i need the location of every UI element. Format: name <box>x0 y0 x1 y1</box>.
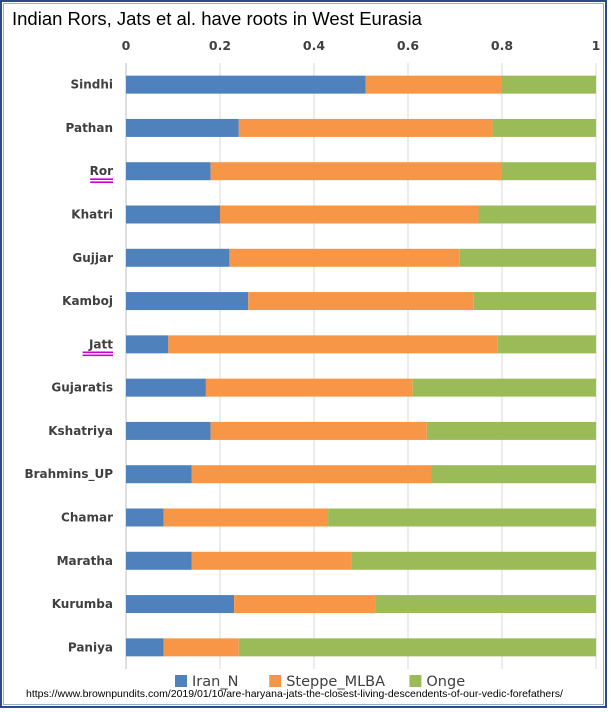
bar-segment <box>126 465 192 484</box>
category-label: Kurumba <box>52 597 113 611</box>
bar-segment <box>163 508 329 527</box>
x-tick-label: 0.6 <box>397 38 419 53</box>
x-tick-label: 1 <box>592 38 601 53</box>
legend-label: Steppe_MLBA <box>286 674 385 690</box>
category-label: Gujjar <box>72 251 113 265</box>
bar-segment <box>238 638 597 657</box>
category-label: Maratha <box>57 554 113 568</box>
bar-segment <box>191 551 352 570</box>
bar-segment <box>248 292 474 311</box>
bar-segment <box>126 551 192 570</box>
category-label: Chamar <box>61 511 113 525</box>
category-label: Gujaratis <box>51 381 113 395</box>
bar-segment <box>375 595 596 614</box>
category-label: Brahmins_UP <box>24 467 113 482</box>
legend-swatch <box>269 675 282 687</box>
x-tick-label: 0.8 <box>491 38 513 53</box>
bar-segment <box>126 508 164 527</box>
bar-segment <box>328 508 596 527</box>
bar-segment <box>497 335 596 354</box>
bar-segment <box>431 465 596 484</box>
legend-label: Onge <box>426 674 465 690</box>
bar-segment <box>238 118 493 137</box>
legend-swatch <box>175 675 187 687</box>
bar-segment <box>126 248 230 267</box>
bar-segment <box>168 335 498 354</box>
bar-segment <box>234 595 376 614</box>
bar-segment <box>126 205 220 224</box>
bar-segment <box>126 75 366 94</box>
category-label: Kshatriya <box>48 424 113 438</box>
bar-segment <box>473 292 596 311</box>
bar-segment <box>126 595 235 614</box>
bar-segment <box>126 378 206 397</box>
bar-segment <box>126 638 164 657</box>
x-tick-label: 0.2 <box>209 38 231 53</box>
bar-segment <box>210 162 502 181</box>
chart-title: Indian Rors, Jats et al. have roots in W… <box>12 8 422 29</box>
category-label: Jatt <box>88 337 113 351</box>
bar-segment <box>126 162 211 181</box>
source-url: https://www.brownpundits.com/2019/01/10/… <box>26 688 563 700</box>
bar-segment <box>229 248 460 267</box>
bar-segment <box>492 118 596 137</box>
bar-segment <box>426 421 596 440</box>
bar-segment <box>351 551 596 570</box>
category-label: Pathan <box>66 121 114 135</box>
chart-inner-frame <box>3 3 604 705</box>
x-tick-label: 0 <box>122 38 131 53</box>
bar-segment <box>502 162 596 181</box>
bar-segment <box>126 292 249 311</box>
bar-segment <box>220 205 479 224</box>
bar-segment <box>210 421 427 440</box>
bar-segment <box>126 421 211 440</box>
category-label: Paniya <box>68 640 113 654</box>
bar-segment <box>478 205 596 224</box>
category-label: Khatri <box>71 208 113 222</box>
category-label: Ror <box>90 164 113 178</box>
bar-segment <box>191 465 432 484</box>
bar-segment <box>365 75 502 94</box>
x-tick-label: 0.4 <box>303 38 325 53</box>
bar-segment <box>412 378 596 397</box>
bar-segment <box>163 638 239 657</box>
bar-segment <box>126 335 169 354</box>
category-label: Kamboj <box>62 294 113 308</box>
bar-segment <box>459 248 596 267</box>
bar-segment <box>502 75 596 94</box>
category-label: Sindhi <box>70 78 113 92</box>
bar-segment <box>205 378 413 397</box>
legend-label: Iran_N <box>192 674 238 690</box>
legend-swatch <box>409 675 422 687</box>
bar-segment <box>126 118 239 137</box>
